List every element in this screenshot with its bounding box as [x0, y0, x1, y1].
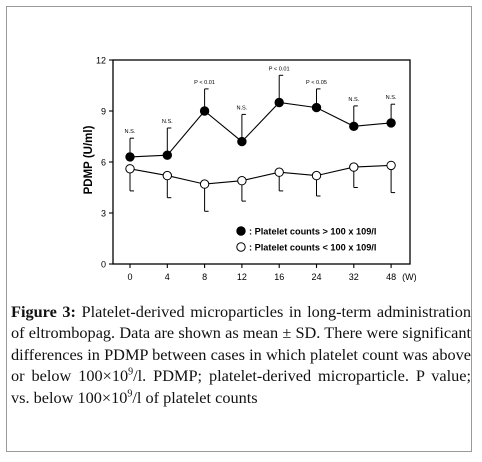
- chart-series: [125, 74, 396, 212]
- data-point: [125, 164, 135, 174]
- data-point: [125, 152, 135, 162]
- legend-label-below: : Platelet counts < 100 x 109/l: [249, 243, 376, 253]
- x-tick-label: 8: [202, 272, 207, 282]
- caption-text-1: Platelet-derived microparticles in long-…: [11, 302, 471, 386]
- legend-label-above: : Platelet counts > 100 x 109/l: [249, 227, 376, 237]
- x-tick-label: 16: [274, 272, 284, 282]
- significance-label: P < 0.05: [306, 80, 327, 86]
- data-point: [199, 106, 210, 116]
- significance-label: N.S.: [236, 105, 247, 111]
- x-tick-label: 24: [311, 272, 321, 282]
- x-axis-unit: (W): [402, 272, 417, 282]
- figure-label: Figure 3:: [11, 302, 76, 321]
- data-point: [274, 97, 284, 108]
- significance-label: P < 0.01: [194, 80, 215, 86]
- x-tick-label: 0: [127, 272, 132, 282]
- data-point: [349, 162, 359, 172]
- caption-text-2: /l. PDMP; platelet-derived microparticle…: [11, 366, 471, 407]
- y-tick-label: 0: [101, 260, 106, 270]
- data-point: [274, 167, 284, 177]
- series-above-100: [125, 74, 396, 162]
- x-tick-label: 12: [237, 272, 247, 282]
- caption-text-3: /l of platelet counts: [132, 387, 258, 407]
- series-line: [129, 164, 392, 185]
- y-tick-label: 3: [101, 209, 106, 219]
- caption-superscript-1: 9: [128, 366, 134, 378]
- caption-superscript-2: 9: [127, 388, 133, 400]
- significance-label: N.S.: [386, 95, 397, 101]
- chart-annotations: N.S. N.S. P < 0.01 N.S. P < 0.01 P < 0.05 N.S.…: [125, 66, 397, 135]
- x-tick-label: 32: [349, 272, 359, 282]
- data-point: [386, 118, 396, 128]
- data-point: [311, 170, 322, 181]
- data-point: [311, 102, 322, 113]
- y-axis-label: PDMP (U/ml): [83, 125, 95, 194]
- chart-legend: : Platelet counts > 100 x 109/l : Platele…: [236, 226, 376, 253]
- y-tick-label: 6: [101, 158, 106, 168]
- data-point: [162, 170, 173, 181]
- legend-marker-open: [236, 242, 246, 252]
- y-tick-label: 12: [96, 56, 106, 66]
- series-below-100: [125, 160, 396, 212]
- data-point: [237, 176, 247, 186]
- data-point: [237, 136, 247, 147]
- significance-label: N.S.: [125, 129, 136, 135]
- x-tick-label: 4: [165, 272, 170, 282]
- data-point: [349, 121, 359, 132]
- significance-label: P < 0.01: [269, 66, 290, 72]
- significance-label: N.S.: [162, 119, 173, 125]
- legend-marker-filled: [236, 226, 246, 236]
- series-line: [129, 101, 392, 158]
- significance-label: N.S.: [348, 97, 359, 103]
- data-point: [386, 160, 396, 171]
- y-tick-label: 9: [101, 107, 106, 117]
- figure-caption: Figure 3: Platelet-derived microparticle…: [11, 301, 471, 408]
- x-tick-label: 48: [386, 272, 396, 282]
- data-point: [199, 179, 210, 189]
- data-point: [162, 150, 173, 160]
